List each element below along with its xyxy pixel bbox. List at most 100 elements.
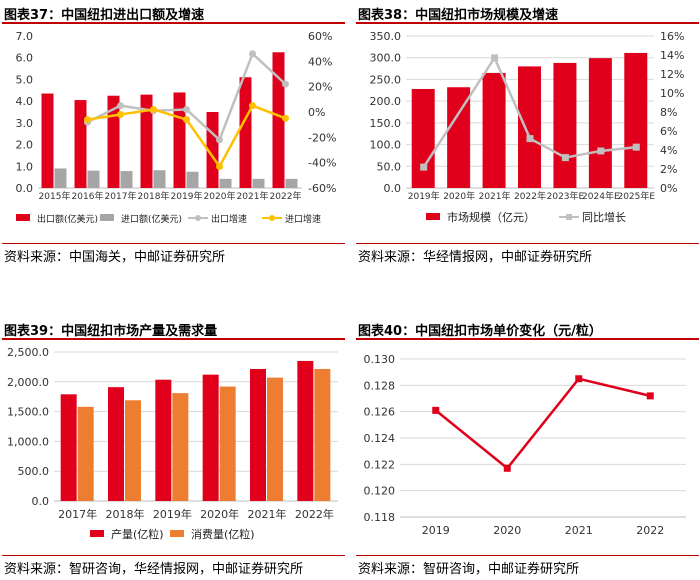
source-divider-37: [2, 243, 345, 244]
legend-swatch: [100, 214, 114, 221]
x-tick-label: 2021年: [248, 507, 287, 521]
y-tick-label: 50.0: [377, 160, 402, 173]
line-point: [597, 147, 605, 155]
chart-title-39: 图表39：中国纽扣市场产量及需求量: [2, 318, 345, 340]
y2-tick-label: 60%: [308, 30, 332, 43]
y-tick-label: 0.122: [364, 458, 396, 471]
chart-title-text-38: 图表38：中国纽扣市场规模及增速: [358, 8, 559, 23]
bar: [285, 178, 298, 188]
x-tick-label: 2019年: [153, 507, 192, 521]
legend-label: 进口增速: [285, 213, 321, 225]
x-tick-label: 2021: [565, 524, 593, 537]
bar: [41, 93, 54, 188]
chart-title-38: 图表38：中国纽扣市场规模及增速: [356, 2, 699, 24]
y-tick-label: 1,000.0: [7, 435, 49, 448]
legend-marker: [566, 214, 572, 220]
bar: [202, 374, 219, 501]
source-divider-39: [2, 555, 345, 556]
x-tick-label: 2024年E: [582, 190, 620, 202]
y-tick-label: 1,500.0: [7, 406, 49, 419]
line-point: [420, 163, 428, 171]
bar: [219, 386, 236, 501]
x-tick-label: 2022年: [514, 190, 546, 202]
bar: [588, 58, 612, 188]
y2-tick-label: 0%: [660, 182, 677, 195]
series-line: [422, 55, 637, 168]
x-tick-label: 2022年: [270, 190, 302, 202]
line-point: [632, 143, 640, 151]
legend-swatch: [16, 214, 30, 221]
y-tick-label: 4.0: [16, 95, 34, 108]
x-tick-label: 2021年: [237, 190, 269, 202]
bar: [60, 394, 77, 501]
y-tick-label: 0.0: [32, 495, 50, 508]
series-line: [434, 377, 651, 471]
y-tick-label: 0.130: [364, 353, 396, 366]
line-point: [491, 54, 499, 62]
chart-39-svg: 0.0 500.0 1,000.0 1,500.0 2,000.0 2,500.0 2017…: [7, 346, 338, 541]
chart-title-text-39: 图表39：中国纽扣市场产量及需求量: [4, 324, 218, 339]
y2-tick-label: -20%: [308, 131, 336, 144]
x-tick-label: 2025年E: [617, 190, 655, 202]
bar: [173, 92, 186, 188]
y-tick-label: 150.0: [370, 117, 402, 130]
bar: [186, 171, 199, 188]
x-tick-label: 2020年: [200, 507, 239, 521]
y-tick-label: 0.126: [364, 406, 396, 419]
line-point: [249, 102, 256, 110]
x-tick-label: 2016年: [72, 190, 104, 202]
y-tick-label: 2,000.0: [7, 376, 49, 389]
legend-swatch: [170, 530, 184, 537]
y2-tick-label: 10%: [660, 87, 684, 100]
legend-label: 出口额(亿美元): [37, 213, 98, 225]
y-tick-label: 500.0: [18, 465, 50, 478]
y-tick-label: 2.0: [16, 139, 34, 152]
bar: [153, 170, 166, 188]
chart-source-38: 资料来源：华经情报网，中邮证券研究所: [358, 250, 593, 265]
line-point: [150, 105, 157, 113]
bar: [74, 100, 87, 188]
bar: [447, 87, 471, 188]
bar: [624, 52, 648, 189]
x-tick-label: 2019年: [408, 190, 440, 202]
source-divider-38: [356, 243, 699, 244]
bar: [140, 94, 153, 188]
legend-marker: [195, 215, 201, 221]
x-tick-label: 2017年: [105, 190, 137, 202]
y-tick-label: 100.0: [370, 139, 402, 152]
line-point: [282, 114, 289, 122]
x-tick-label: 2021年: [479, 190, 511, 202]
y-tick-label: 350.0: [370, 30, 402, 43]
y2-tick-label: 8%: [660, 106, 677, 119]
bar: [87, 170, 100, 188]
x-tick-label: 2022年: [295, 507, 334, 521]
legend-label: 产量(亿粒): [111, 527, 164, 541]
line-point: [117, 111, 124, 119]
bar: [108, 387, 124, 501]
bar: [411, 88, 435, 188]
bar: [252, 178, 265, 188]
line-point: [646, 392, 654, 400]
line-point: [216, 136, 223, 144]
y-tick-label: 6.0: [16, 52, 34, 65]
y2-tick-label: 20%: [308, 81, 332, 94]
chart-source-37: 资料来源：中国海关，中邮证券研究所: [4, 250, 226, 265]
x-tick-label: 2017年: [58, 507, 97, 521]
bar: [219, 178, 232, 188]
line-point: [526, 135, 534, 143]
bar: [125, 400, 141, 501]
y-tick-label: 0.124: [364, 432, 396, 445]
y-tick-label: 300.0: [370, 52, 402, 65]
bar: [120, 171, 133, 188]
x-tick-label: 2019年: [171, 190, 203, 202]
x-tick-label: 2020年: [204, 190, 236, 202]
bar: [518, 66, 541, 188]
line-point: [575, 375, 583, 383]
line-point: [183, 116, 190, 124]
bar: [239, 77, 252, 188]
y2-tick-label: 12%: [660, 68, 684, 81]
y-tick-label: 2,500.0: [7, 346, 49, 359]
chart-panel-37: 图表37：中国纽扣进出口额及增速 0.0 1.0 2.0 3.0 4.0 5.0 6.0 7.…: [2, 2, 345, 265]
legend-swatch: [426, 213, 440, 220]
line-point: [561, 154, 569, 162]
